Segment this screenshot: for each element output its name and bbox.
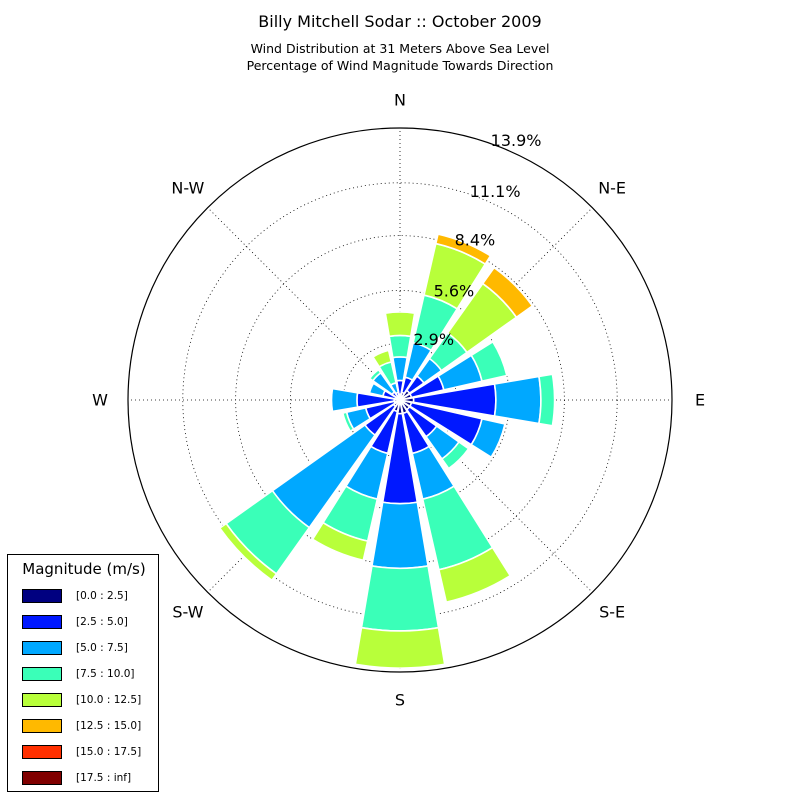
direction-label: S <box>395 691 405 710</box>
legend-label: [15.0 : 17.5] <box>76 746 142 758</box>
radial-tick-label: 2.9% <box>413 330 454 349</box>
legend-title: Magnitude (m/s) <box>22 560 146 578</box>
wind-bar-segment <box>388 334 412 359</box>
direction-label: N <box>394 91 406 110</box>
wind-rose-bars <box>218 233 556 669</box>
legend-label: [7.5 : 10.0] <box>76 668 135 680</box>
radial-tick-labels: 2.9% 5.6% 8.4% 11.1% 13.9% <box>413 131 541 349</box>
legend-swatch <box>22 615 62 629</box>
legend-label: [2.5 : 5.0] <box>76 616 128 628</box>
wind-bar-segment <box>311 521 369 562</box>
radial-tick-label: 8.4% <box>455 231 496 250</box>
legend-swatch <box>22 641 62 655</box>
direction-label: N-W <box>171 178 204 197</box>
wind-bar-segment <box>481 266 534 319</box>
wind-bar-segment <box>368 382 387 398</box>
wind-bar-segment <box>218 522 278 582</box>
radial-tick-label: 11.1% <box>470 182 521 201</box>
wind-bar-segment <box>384 311 416 338</box>
direction-label: E <box>695 391 705 410</box>
wind-bar-segment <box>360 565 440 632</box>
wind-bar-segment <box>371 349 393 368</box>
wind-bar-segment <box>470 417 506 459</box>
radial-tick-label: 13.9% <box>491 131 542 150</box>
wind-bar-segment <box>537 373 556 427</box>
direction-label: S-E <box>599 603 625 622</box>
legend-label: [10.0 : 12.5] <box>76 694 142 706</box>
wind-bar-segment <box>493 375 542 425</box>
legend-swatch <box>22 693 62 707</box>
chart-subtitle-line-2: Percentage of Wind Magnitude Towards Dir… <box>246 58 554 73</box>
chart-subtitle-line-1: Wind Distribution at 31 Meters Above Sea… <box>250 41 550 56</box>
wind-bar-segment <box>371 501 429 570</box>
legend-swatch <box>22 719 62 733</box>
direction-label: N-E <box>598 178 626 197</box>
legend-swatch <box>22 771 62 785</box>
radial-tick-label: 5.6% <box>434 281 475 300</box>
wind-bar-segment <box>368 368 382 382</box>
legend-label: [0.0 : 2.5] <box>76 590 128 602</box>
outer-circle <box>127 127 673 673</box>
legend-label: [12.5 : 15.0] <box>76 720 142 732</box>
legend-swatch <box>22 667 62 681</box>
legend-label: [5.0 : 7.5] <box>76 642 128 654</box>
wind-bar-segment <box>437 546 512 604</box>
wind-bar-segment <box>341 411 355 433</box>
legend: Magnitude (m/s) [0.0 : 2.5] [2.5 : 5.0] … <box>7 554 159 792</box>
angular-gridline <box>207 207 401 401</box>
wind-bar-segment <box>330 387 359 413</box>
direction-label: S-W <box>172 603 203 622</box>
direction-label: W <box>92 391 108 410</box>
legend-swatch <box>22 589 62 603</box>
wind-bar-segment <box>440 440 470 470</box>
chart-title: Billy Mitchell Sodar :: October 2009 <box>258 12 542 31</box>
legend-label: [17.5 : inf] <box>76 772 132 784</box>
wind-bar-segment <box>354 626 446 669</box>
angular-gridline <box>399 399 593 593</box>
radial-gridline <box>182 182 618 618</box>
direction-labels: N N-E E S-E S S-W W N-W <box>92 91 705 710</box>
legend-swatch <box>22 745 62 759</box>
wind-bar-segment <box>434 233 492 266</box>
wind-bar-segment <box>470 340 508 383</box>
